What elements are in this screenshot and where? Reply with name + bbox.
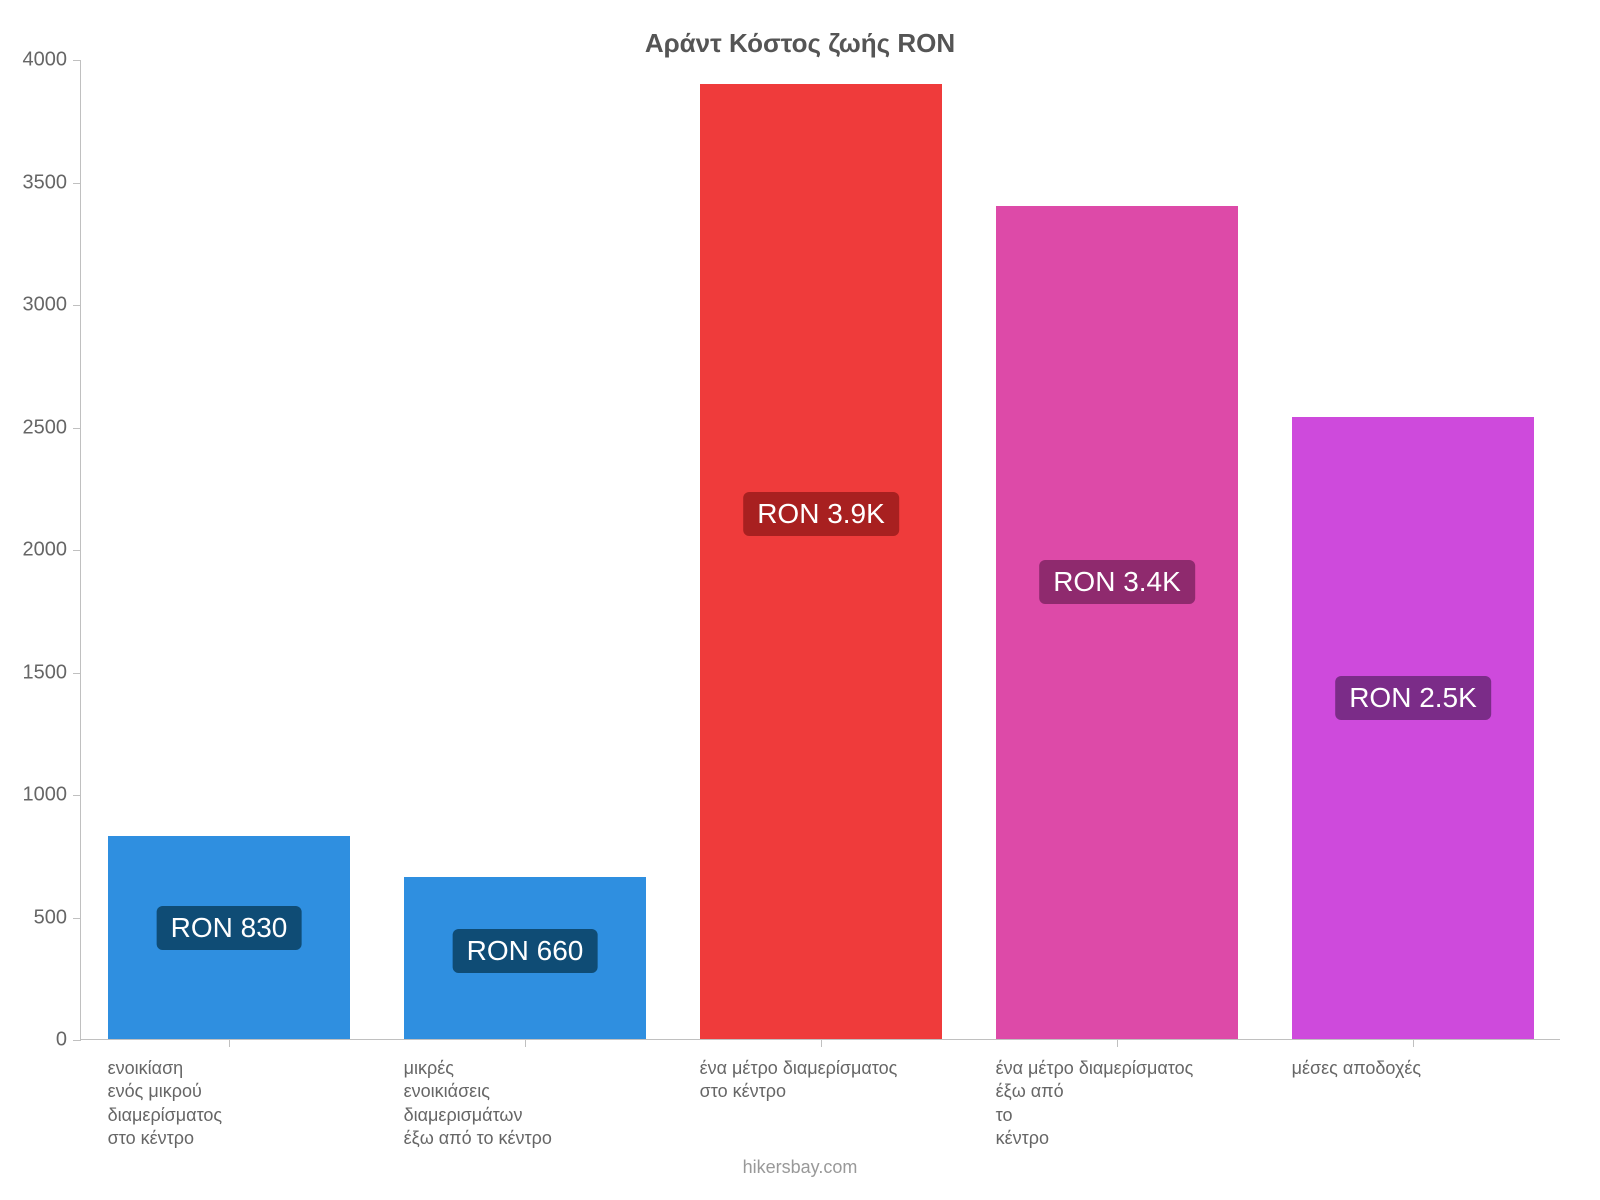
plot-area: 05001000150020002500300035004000RON 830ε… [80, 60, 1560, 1040]
x-axis-label: μικρέςενοικιάσειςδιαμερισμάτωνέξω από το… [404, 1057, 647, 1151]
y-tick-mark [73, 673, 81, 674]
bar [1292, 417, 1535, 1039]
x-tick-mark [1413, 1039, 1414, 1047]
bar-value-label: RON 830 [157, 906, 302, 950]
x-tick-mark [525, 1039, 526, 1047]
y-tick-mark [73, 428, 81, 429]
x-axis-label: μέσες αποδοχές [1292, 1057, 1535, 1080]
bar-value-label: RON 3.4K [1039, 560, 1195, 604]
y-tick-mark [73, 183, 81, 184]
chart-container: Αράντ Κόστος ζωής RON 050010001500200025… [0, 0, 1600, 1200]
bar-value-label: RON 2.5K [1335, 676, 1491, 720]
x-axis-label: ένα μέτρο διαμερίσματοςέξω απότοκέντρο [996, 1057, 1239, 1151]
y-tick-mark [73, 305, 81, 306]
bar-value-label: RON 3.9K [743, 492, 899, 536]
y-tick-mark [73, 795, 81, 796]
x-tick-mark [821, 1039, 822, 1047]
x-tick-mark [1117, 1039, 1118, 1047]
x-axis-label: ενοικίασηενός μικρούδιαμερίσματοςστο κέν… [108, 1057, 351, 1151]
bar-value-label: RON 660 [453, 929, 598, 973]
attribution: hikersbay.com [0, 1157, 1600, 1178]
bar [700, 84, 943, 1040]
x-tick-mark [229, 1039, 230, 1047]
x-axis-label: ένα μέτρο διαμερίσματοςστο κέντρο [700, 1057, 943, 1104]
bar [996, 206, 1239, 1039]
y-tick-mark [73, 550, 81, 551]
chart-title: Αράντ Κόστος ζωής RON [0, 28, 1600, 59]
y-tick-mark [73, 918, 81, 919]
y-tick-mark [73, 1040, 81, 1041]
y-tick-mark [73, 60, 81, 61]
